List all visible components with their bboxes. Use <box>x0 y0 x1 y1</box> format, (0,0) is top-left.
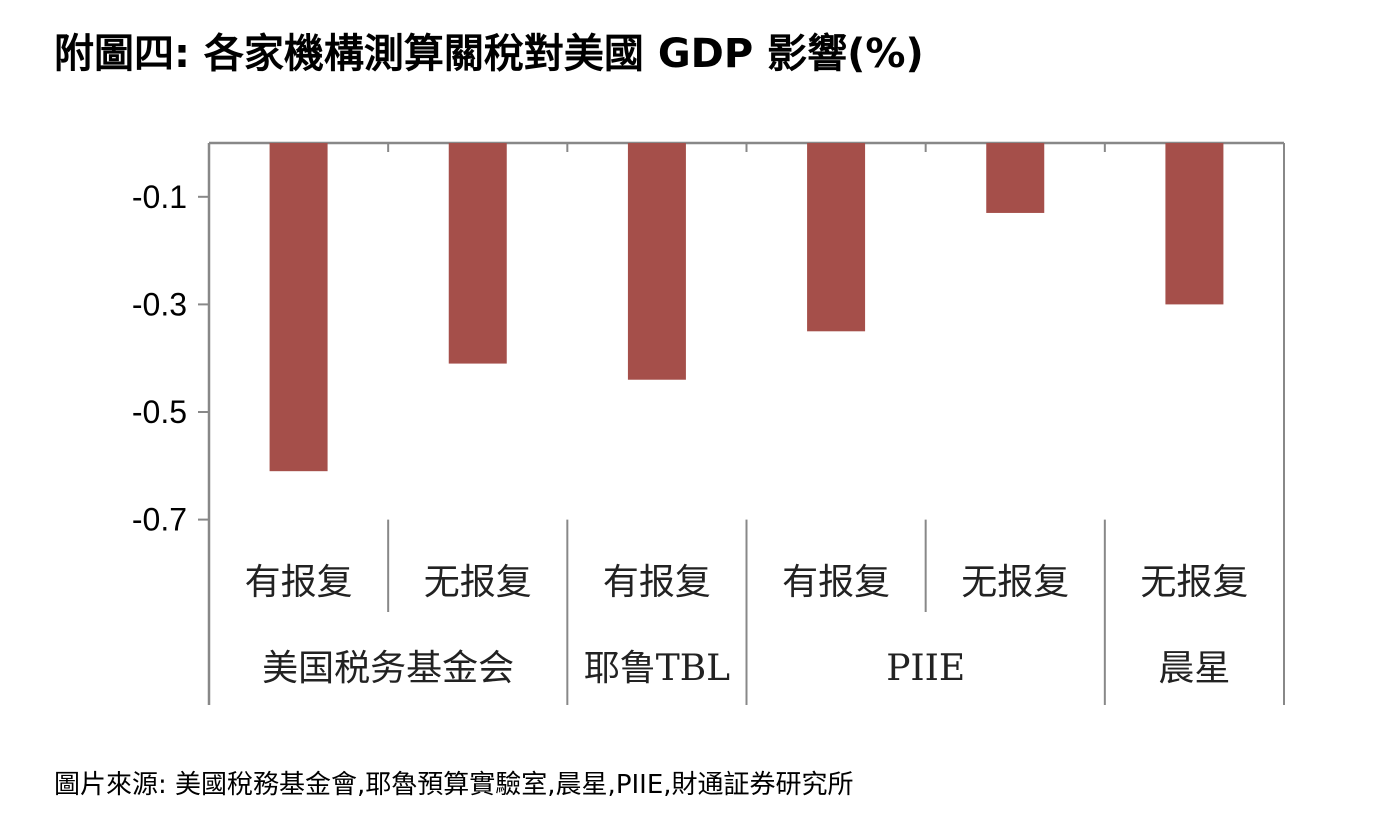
y-tick-label: -0.3 <box>132 286 187 322</box>
category-label: 无报复 <box>1140 562 1248 603</box>
y-tick-label: -0.7 <box>132 502 187 538</box>
y-axis-ticks: -0.1 -0.3 -0.5 -0.7 <box>132 179 209 538</box>
bar <box>448 143 507 364</box>
bar <box>1165 143 1224 305</box>
group-label: PIIE <box>886 648 965 689</box>
y-tick-label: -0.5 <box>132 394 187 430</box>
bar <box>807 143 866 332</box>
bar <box>269 143 328 472</box>
category-label: 无报复 <box>961 562 1069 603</box>
chart-bars <box>269 143 1224 472</box>
chart-title: 附圖四: 各家機構測算關稅對美國 GDP 影響(%) <box>54 31 924 77</box>
group-label: 耶鲁TBL <box>584 648 730 689</box>
category-label: 有报复 <box>245 562 353 603</box>
x-axis-groups: 美国税务基金会 耶鲁TBL PIIE 晨星 <box>262 612 1230 705</box>
y-tick-label: -0.1 <box>132 179 187 215</box>
source-note: 圖片來源: 美國稅務基金會,耶魯預算實驗室,晨星,PIIE,財通証券研究所 <box>54 770 854 800</box>
category-label: 无报复 <box>424 562 532 603</box>
group-label: 晨星 <box>1158 648 1230 689</box>
x-axis-categories: 有报复 无报复 有报复 有报复 无报复 无报复 <box>245 519 1248 612</box>
category-label: 有报复 <box>603 562 711 603</box>
chart-axes <box>207 141 1285 705</box>
category-label: 有报复 <box>782 562 890 603</box>
group-label: 美国税务基金会 <box>262 648 514 689</box>
bar <box>627 143 686 380</box>
bar <box>986 143 1045 213</box>
bar-chart: -0.1 -0.3 -0.5 -0.7 有报复 无报复 有报复 有报复 无报复 无报复 美国税务… <box>132 141 1285 705</box>
